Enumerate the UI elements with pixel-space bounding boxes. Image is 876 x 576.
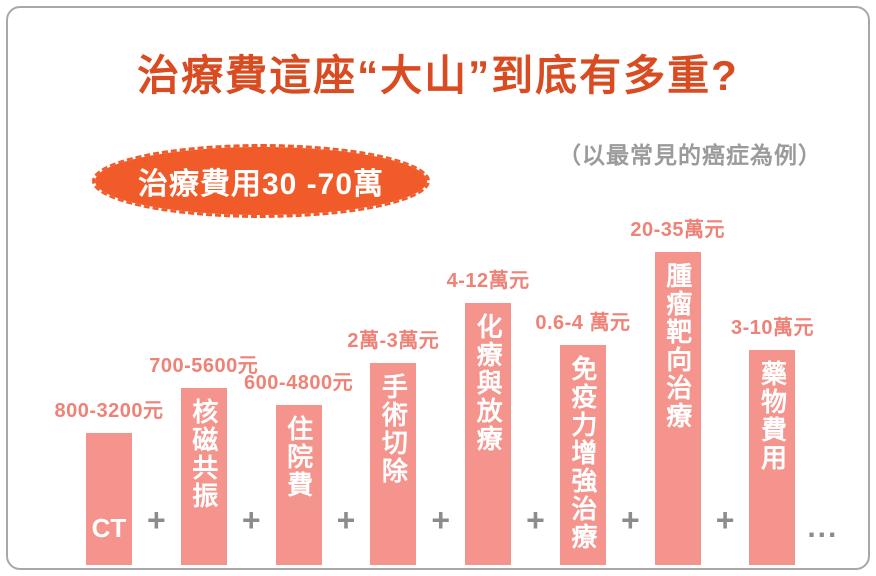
bar-column: 20-35萬元腫瘤靶向治療 [630, 213, 725, 565]
bar-value-label: 700-5600元 [149, 355, 259, 377]
plus-separator: + [620, 502, 640, 538]
bar-column: 3-10萬元藥物費用 [731, 311, 813, 565]
bar-value-label: 4-12萬元 [446, 270, 530, 292]
bar-chart: 800-3200元 CT +700-5600元 核磁共振 +600-4800元 住院費 +2… [54, 213, 846, 565]
bar-category-label: 藥物費用 [757, 360, 788, 472]
plus-separator: + [147, 502, 166, 538]
bar-category-label: 腫瘤靶向治療 [662, 262, 693, 430]
cost-badge: 治療費用30 -70萬 [92, 144, 430, 218]
bar: 免疫力增強治療 [559, 345, 606, 565]
bar-column: 800-3200元 CT [54, 394, 163, 565]
bar-column: 4-12萬元化療與放療 [447, 264, 529, 565]
bar-category-label: CT [91, 513, 127, 543]
bar: 手術切除 [370, 363, 417, 565]
bar-value-label: 0.6-4 萬元 [535, 312, 631, 334]
cost-badge-label: 治療費用30 -70萬 [137, 168, 385, 201]
bar: 藥物費用 [749, 350, 796, 565]
bar: 住院費 [275, 405, 322, 565]
plus-separator: + [526, 502, 545, 538]
bar-value-label: 600-4800元 [244, 372, 354, 394]
bar-column: 0.6-4 萬元免疫力增強治療 [535, 306, 630, 565]
subtitle: （以最常見的癌症為例） [558, 142, 822, 168]
plus-separator: + [431, 502, 451, 538]
infographic-frame: 治療費這座“大山”到底有多重? （以最常見的癌症為例） 治療費用30 -70萬 … [6, 6, 870, 570]
bar-category-label: 住院費 [283, 415, 314, 499]
bar-value-label: 800-3200元 [54, 400, 164, 422]
bar: CT [86, 433, 132, 565]
bar: 化療與放療 [465, 303, 512, 565]
plus-separator: + [241, 502, 261, 538]
bar-value-label: 20-35萬元 [630, 219, 726, 241]
ellipsis-more: ... [807, 511, 839, 544]
bar-column: 700-5600元核磁共振 [149, 349, 258, 565]
bar-value-label: 3-10萬元 [730, 317, 814, 339]
bar-value-label: 2萬-3萬元 [347, 330, 440, 352]
bar-category-label: 化療與放療 [473, 313, 504, 453]
plus-separator: + [336, 502, 356, 538]
bar-category-label: 手術切除 [378, 373, 409, 485]
bar-column: 2萬-3萬元手術切除 [347, 324, 439, 565]
page-title: 治療費這座“大山”到底有多重? [137, 52, 739, 99]
plus-separator: + [715, 502, 735, 538]
bar: 核磁共振 [180, 388, 227, 565]
bar: 腫瘤靶向治療 [654, 252, 701, 565]
bar-column: 600-4800元住院費 [244, 366, 353, 565]
bar-category-label: 核磁共振 [188, 398, 219, 510]
bar-category-label: 免疫力增強治療 [567, 355, 598, 551]
